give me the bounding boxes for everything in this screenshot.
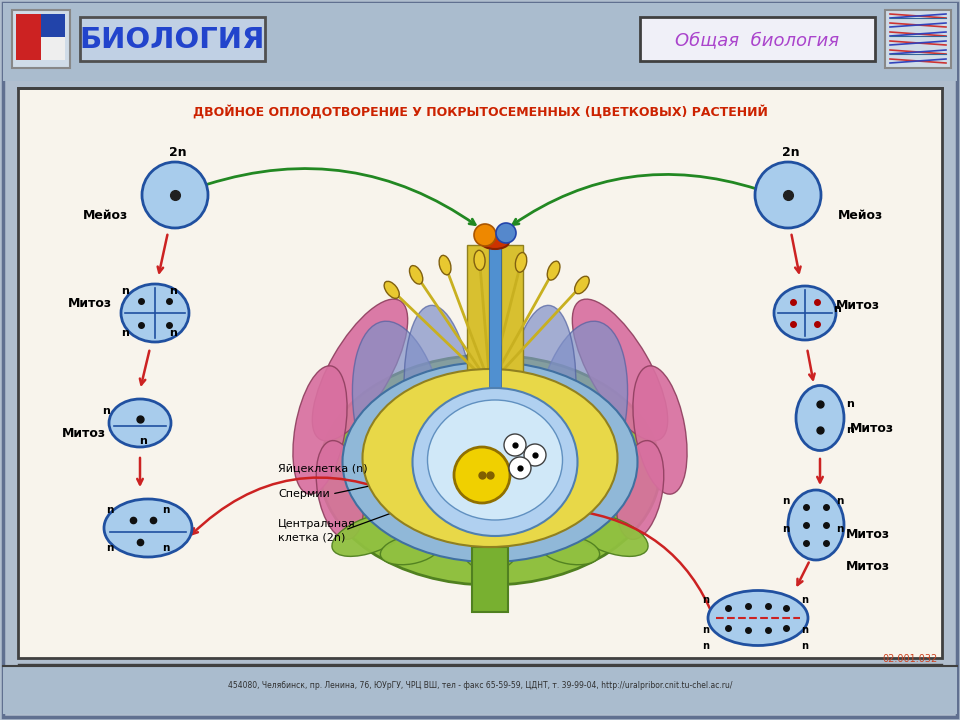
- Bar: [489, 245, 501, 465]
- Text: Митоз: Митоз: [850, 421, 894, 434]
- Text: n: n: [102, 406, 110, 416]
- Ellipse shape: [404, 305, 476, 515]
- Ellipse shape: [352, 321, 447, 519]
- Text: Митоз: Митоз: [62, 426, 106, 439]
- Text: 454080, Челябинск, пр. Ленина, 76, ЮУрГУ, ЧРЦ ВШ, тел - факс 65-59-59, ЦДНТ, т. : 454080, Челябинск, пр. Ленина, 76, ЮУрГУ…: [228, 682, 732, 690]
- Text: n: n: [833, 304, 841, 314]
- Text: n: n: [782, 496, 790, 506]
- Text: n: n: [782, 524, 790, 534]
- Ellipse shape: [572, 299, 668, 441]
- Ellipse shape: [572, 513, 648, 557]
- Ellipse shape: [320, 355, 660, 585]
- Ellipse shape: [413, 388, 578, 536]
- Circle shape: [142, 162, 208, 228]
- Text: n: n: [836, 524, 844, 534]
- Text: Центральная: Центральная: [278, 519, 356, 529]
- Bar: [80, 17, 265, 61]
- Bar: [885, 10, 951, 68]
- Text: n: n: [836, 496, 844, 506]
- Ellipse shape: [616, 441, 663, 539]
- Text: n: n: [802, 625, 808, 635]
- Circle shape: [474, 224, 496, 246]
- Ellipse shape: [384, 282, 399, 298]
- Bar: [41, 14, 65, 37]
- Text: n: n: [121, 328, 129, 338]
- Text: 2n: 2n: [169, 145, 187, 158]
- Ellipse shape: [504, 305, 576, 515]
- Text: 02.001.032: 02.001.032: [883, 654, 938, 664]
- Text: n: n: [703, 595, 709, 605]
- Ellipse shape: [427, 400, 563, 520]
- Text: Общая  биология: Общая биология: [675, 31, 839, 49]
- Text: n: n: [802, 641, 808, 651]
- Text: n: n: [162, 505, 170, 515]
- Bar: [640, 17, 875, 61]
- Text: ДВОЙНОЕ ОПЛОДОТВОРЕНИЕ У ПОКРЫТОСЕМЕННЫХ (ЦВЕТКОВЫХ) РАСТЕНИЙ: ДВОЙНОЕ ОПЛОДОТВОРЕНИЕ У ПОКРЫТОСЕМЕННЫХ…: [193, 105, 767, 119]
- Ellipse shape: [109, 399, 171, 447]
- Ellipse shape: [516, 253, 527, 272]
- Text: Митоз: Митоз: [68, 297, 112, 310]
- Text: n: n: [107, 543, 113, 553]
- Ellipse shape: [312, 299, 408, 441]
- Ellipse shape: [533, 321, 628, 519]
- Ellipse shape: [316, 441, 364, 539]
- Ellipse shape: [121, 284, 189, 342]
- Ellipse shape: [363, 369, 617, 547]
- Text: БИОЛОГИЯ: БИОЛОГИЯ: [80, 26, 265, 54]
- Ellipse shape: [474, 251, 485, 270]
- Text: n: n: [703, 641, 709, 651]
- Bar: [3, 666, 957, 714]
- Text: Митоз: Митоз: [846, 528, 890, 541]
- Text: клетка (2n): клетка (2n): [278, 532, 346, 542]
- Text: n: n: [846, 399, 854, 409]
- Ellipse shape: [293, 366, 348, 494]
- Text: Мейоз: Мейоз: [837, 209, 882, 222]
- Text: n: n: [703, 625, 709, 635]
- Text: n: n: [802, 595, 808, 605]
- Ellipse shape: [796, 385, 844, 451]
- Ellipse shape: [788, 490, 844, 560]
- Text: Мейоз: Мейоз: [83, 209, 128, 222]
- Ellipse shape: [633, 366, 687, 494]
- Bar: [467, 245, 489, 465]
- Ellipse shape: [540, 535, 600, 564]
- Text: n: n: [169, 328, 177, 338]
- Text: Яйцеклетка (n): Яйцеклетка (n): [278, 463, 368, 473]
- Ellipse shape: [575, 276, 589, 294]
- Circle shape: [755, 162, 821, 228]
- Bar: [18, 88, 942, 658]
- Ellipse shape: [465, 540, 515, 570]
- Text: 2n: 2n: [782, 145, 800, 158]
- Bar: [501, 245, 523, 465]
- Bar: [16, 14, 41, 60]
- Bar: [12, 10, 70, 68]
- Ellipse shape: [708, 590, 808, 646]
- Text: n: n: [169, 286, 177, 296]
- Text: Митоз: Митоз: [846, 560, 890, 574]
- Ellipse shape: [439, 256, 451, 275]
- Bar: [472, 547, 508, 612]
- Circle shape: [524, 444, 546, 466]
- Bar: [3, 3, 957, 81]
- Text: n: n: [162, 543, 170, 553]
- Ellipse shape: [380, 535, 440, 564]
- Ellipse shape: [547, 261, 560, 280]
- Ellipse shape: [774, 286, 836, 340]
- Text: Спермии: Спермии: [278, 489, 329, 499]
- Ellipse shape: [410, 266, 422, 284]
- Circle shape: [509, 457, 531, 479]
- Ellipse shape: [332, 513, 408, 557]
- Text: n: n: [107, 505, 113, 515]
- Text: n: n: [139, 436, 147, 446]
- Text: n: n: [121, 286, 129, 296]
- Text: n: n: [846, 425, 854, 435]
- Circle shape: [454, 447, 510, 503]
- Ellipse shape: [481, 235, 509, 249]
- Circle shape: [504, 434, 526, 456]
- Ellipse shape: [104, 499, 192, 557]
- Bar: [41, 37, 65, 60]
- Ellipse shape: [343, 362, 637, 562]
- Circle shape: [496, 223, 516, 243]
- Text: Митоз: Митоз: [836, 299, 880, 312]
